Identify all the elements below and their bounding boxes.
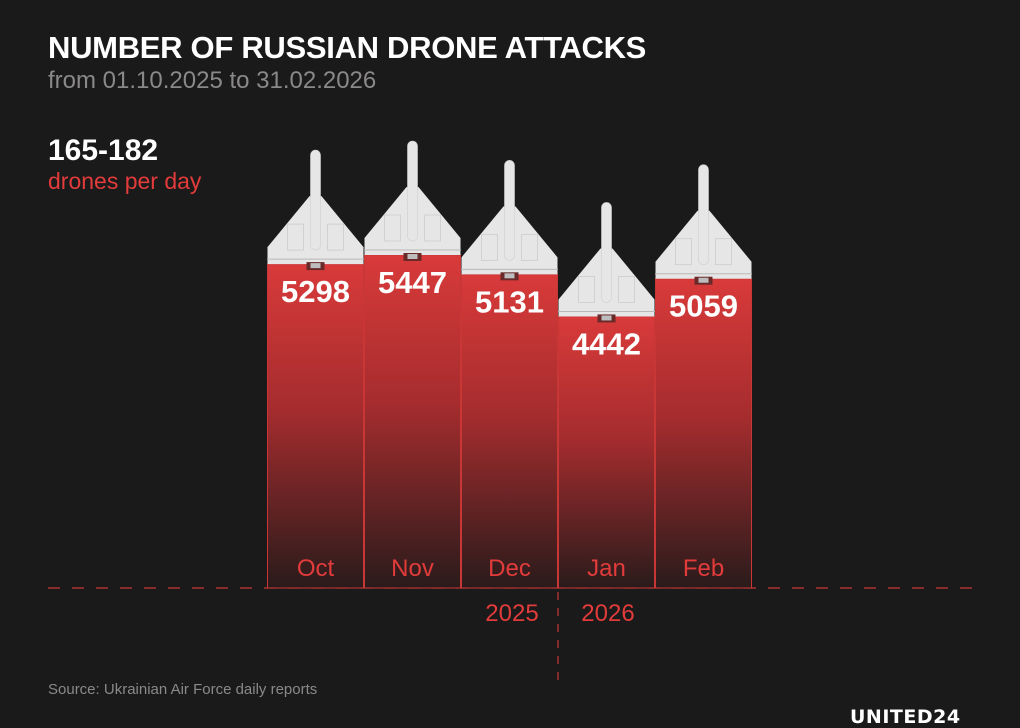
bar [267,264,364,588]
month-label: Feb [683,555,724,582]
bar-group-oct: 5298 Oct [267,149,364,589]
bar-group-nov: 5447 Nov [364,140,461,589]
month-label: Jan [587,555,626,582]
drone-icon [461,160,558,281]
bar-group-jan: 4442 Jan [558,202,655,589]
drone-icon [364,140,461,261]
data-label: 5298 [281,274,350,309]
data-label: 5131 [475,284,544,319]
chart-subtitle: from 01.10.2025 to 31.02.2026 [48,67,377,94]
month-label: Nov [391,555,434,582]
bar [655,278,752,588]
bar [461,274,558,588]
chart-title: NUMBER OF RUSSIAN DRONE ATTACKS [48,30,647,65]
year-label-2026: 2026 [581,600,634,627]
year-label-2025: 2025 [485,600,538,627]
bar [364,255,461,588]
united24-logo: UNITED24 [850,706,961,728]
data-label: 4442 [572,326,641,361]
bar [558,316,655,588]
drone-icon [655,164,752,285]
source-note: Source: Ukrainian Air Force daily report… [48,681,318,698]
month-label: Dec [488,555,531,582]
highlight-unit: drones per day [48,168,202,194]
bar-group-feb: 5059 Feb [655,164,752,589]
bar-group-dec: 5131 Dec [461,160,558,589]
month-label: Oct [297,555,335,582]
data-label: 5447 [378,265,447,300]
data-label: 5059 [669,289,738,324]
drone-icon [558,202,655,323]
drone-icon [267,149,364,271]
highlight-value: 165-182 [48,134,159,167]
